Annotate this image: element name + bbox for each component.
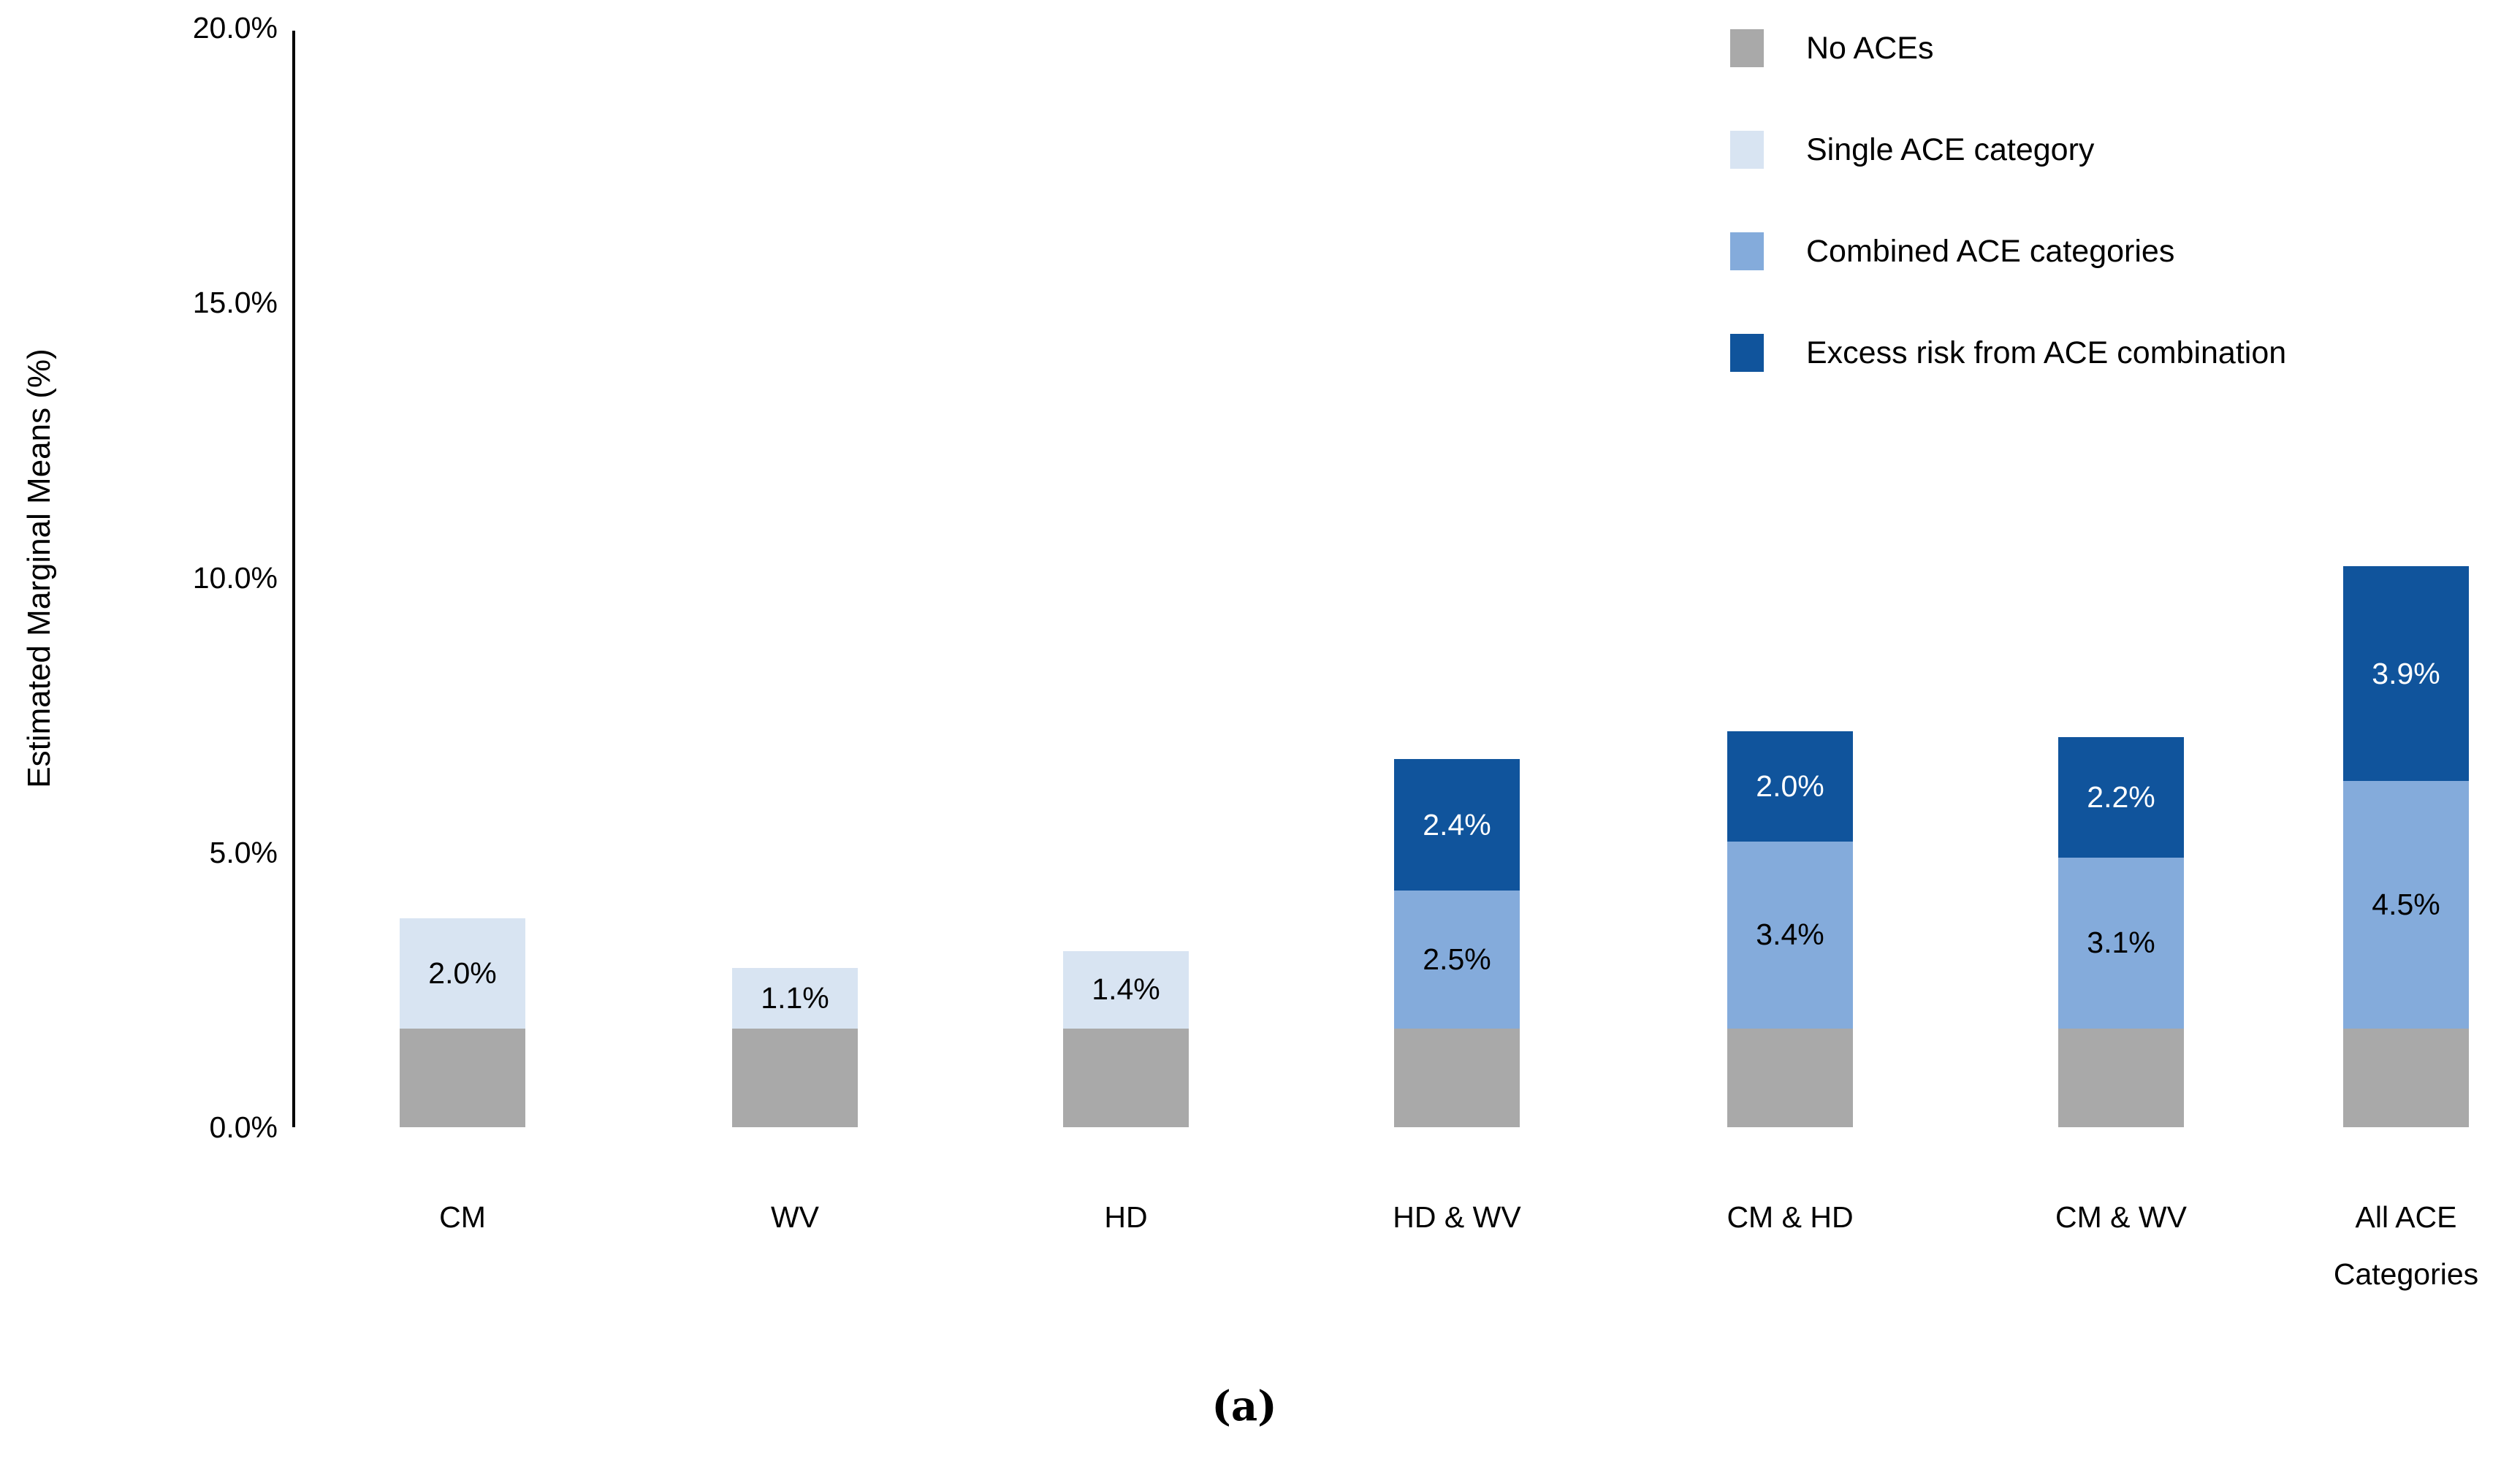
y-tick-label: 15.0% <box>192 286 278 320</box>
bar-value-label: 1.1% <box>761 980 829 1015</box>
y-tick-label: 10.0% <box>192 560 278 595</box>
legend-item: Single ACE category <box>1730 131 2094 169</box>
y-tick-label: 5.0% <box>209 835 278 869</box>
category-label: CM & WV <box>2055 1200 2187 1234</box>
bar-segment: 2.4% <box>1394 758 1520 891</box>
legend-label: Single ACE category <box>1806 131 2095 167</box>
bar-value-label: 3.4% <box>1756 918 1824 952</box>
bar-segment: 2.0% <box>400 918 525 1029</box>
bar-segment <box>2058 1028 2184 1127</box>
bar-segment <box>1063 1028 1189 1127</box>
bar-segment: 3.9% <box>2343 566 2469 781</box>
bar-segment <box>732 1028 858 1127</box>
bar-value-label: 2.0% <box>428 956 497 990</box>
legend-label: No ACEs <box>1806 30 1934 66</box>
bar-segment <box>2343 1028 2469 1127</box>
y-tick-label: 0.0% <box>209 1110 278 1144</box>
bar-segment: 2.0% <box>1727 731 1853 842</box>
category-label: CM <box>439 1200 486 1234</box>
bar-segment <box>1727 1028 1853 1127</box>
bar-segment: 4.5% <box>2343 780 2469 1029</box>
bar-segment: 1.4% <box>1063 951 1189 1029</box>
bar-value-label: 1.4% <box>1092 972 1160 1007</box>
bar-value-label: 2.5% <box>1423 942 1491 976</box>
legend-item: Combined ACE categories <box>1730 232 2174 270</box>
bar-segment: 3.4% <box>1727 841 1853 1029</box>
category-label: HD <box>1104 1200 1148 1234</box>
legend-item: No ACEs <box>1730 29 1933 67</box>
bar-segment: 1.1% <box>732 967 858 1029</box>
legend-swatch <box>1730 131 1764 169</box>
bar-segment: 2.5% <box>1394 891 1520 1029</box>
category-label: All ACE Categories <box>2333 1200 2479 1291</box>
legend-label: Excess risk from ACE combination <box>1806 335 2287 370</box>
bar-segment: 3.1% <box>2058 858 2184 1029</box>
bar-segment: 2.2% <box>2058 736 2184 858</box>
category-label: CM & HD <box>1727 1200 1854 1234</box>
legend-swatch <box>1730 29 1764 67</box>
figure-caption: (a) <box>1211 1382 1277 1430</box>
bar-value-label: 2.4% <box>1423 807 1491 842</box>
bar-segment <box>1394 1028 1520 1127</box>
category-label: HD & WV <box>1393 1200 1521 1234</box>
y-tick-label: 20.0% <box>192 11 278 45</box>
bar-value-label: 2.2% <box>2087 780 2155 814</box>
bar-value-label: 3.1% <box>2087 926 2155 960</box>
bar-value-label: 3.9% <box>2372 656 2440 690</box>
legend-swatch <box>1730 334 1764 372</box>
legend-label: Combined ACE categories <box>1806 233 2175 269</box>
legend-item: Excess risk from ACE combination <box>1730 334 2286 372</box>
y-axis-line <box>292 31 295 1127</box>
legend-swatch <box>1730 232 1764 270</box>
bar-segment <box>400 1028 525 1127</box>
bar-value-label: 2.0% <box>1756 769 1824 803</box>
category-label: WV <box>770 1200 820 1234</box>
bar-value-label: 4.5% <box>2372 887 2440 921</box>
